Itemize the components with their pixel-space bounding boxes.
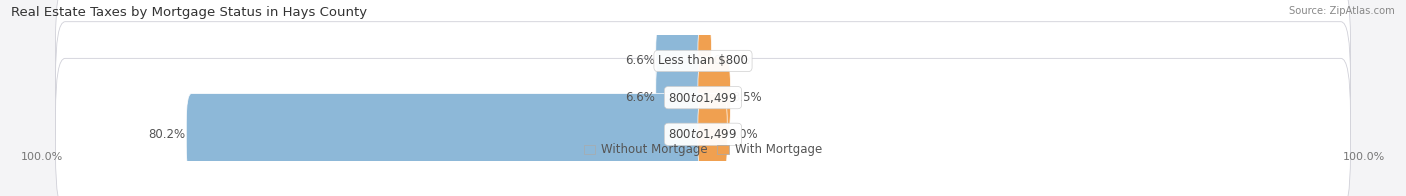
Text: 80.2%: 80.2% (148, 128, 186, 141)
Text: 0.54%: 0.54% (713, 54, 749, 67)
Text: 100.0%: 100.0% (21, 152, 63, 162)
Text: Less than $800: Less than $800 (658, 54, 748, 67)
FancyBboxPatch shape (55, 22, 1351, 174)
Text: $800 to $1,499: $800 to $1,499 (668, 127, 738, 141)
Legend: Without Mortgage, With Mortgage: Without Mortgage, With Mortgage (579, 139, 827, 161)
Text: 100.0%: 100.0% (1343, 152, 1385, 162)
Text: $800 to $1,499: $800 to $1,499 (668, 91, 738, 105)
FancyBboxPatch shape (697, 20, 711, 102)
Text: 3.0%: 3.0% (728, 128, 758, 141)
FancyBboxPatch shape (655, 57, 709, 138)
FancyBboxPatch shape (55, 58, 1351, 196)
FancyBboxPatch shape (697, 57, 731, 138)
FancyBboxPatch shape (655, 20, 709, 102)
FancyBboxPatch shape (697, 94, 727, 175)
FancyBboxPatch shape (186, 94, 709, 175)
FancyBboxPatch shape (55, 0, 1351, 137)
Text: 6.6%: 6.6% (624, 54, 655, 67)
Text: Real Estate Taxes by Mortgage Status in Hays County: Real Estate Taxes by Mortgage Status in … (11, 6, 367, 19)
Text: 3.5%: 3.5% (731, 91, 761, 104)
Text: 6.6%: 6.6% (624, 91, 655, 104)
Text: Source: ZipAtlas.com: Source: ZipAtlas.com (1289, 6, 1395, 16)
